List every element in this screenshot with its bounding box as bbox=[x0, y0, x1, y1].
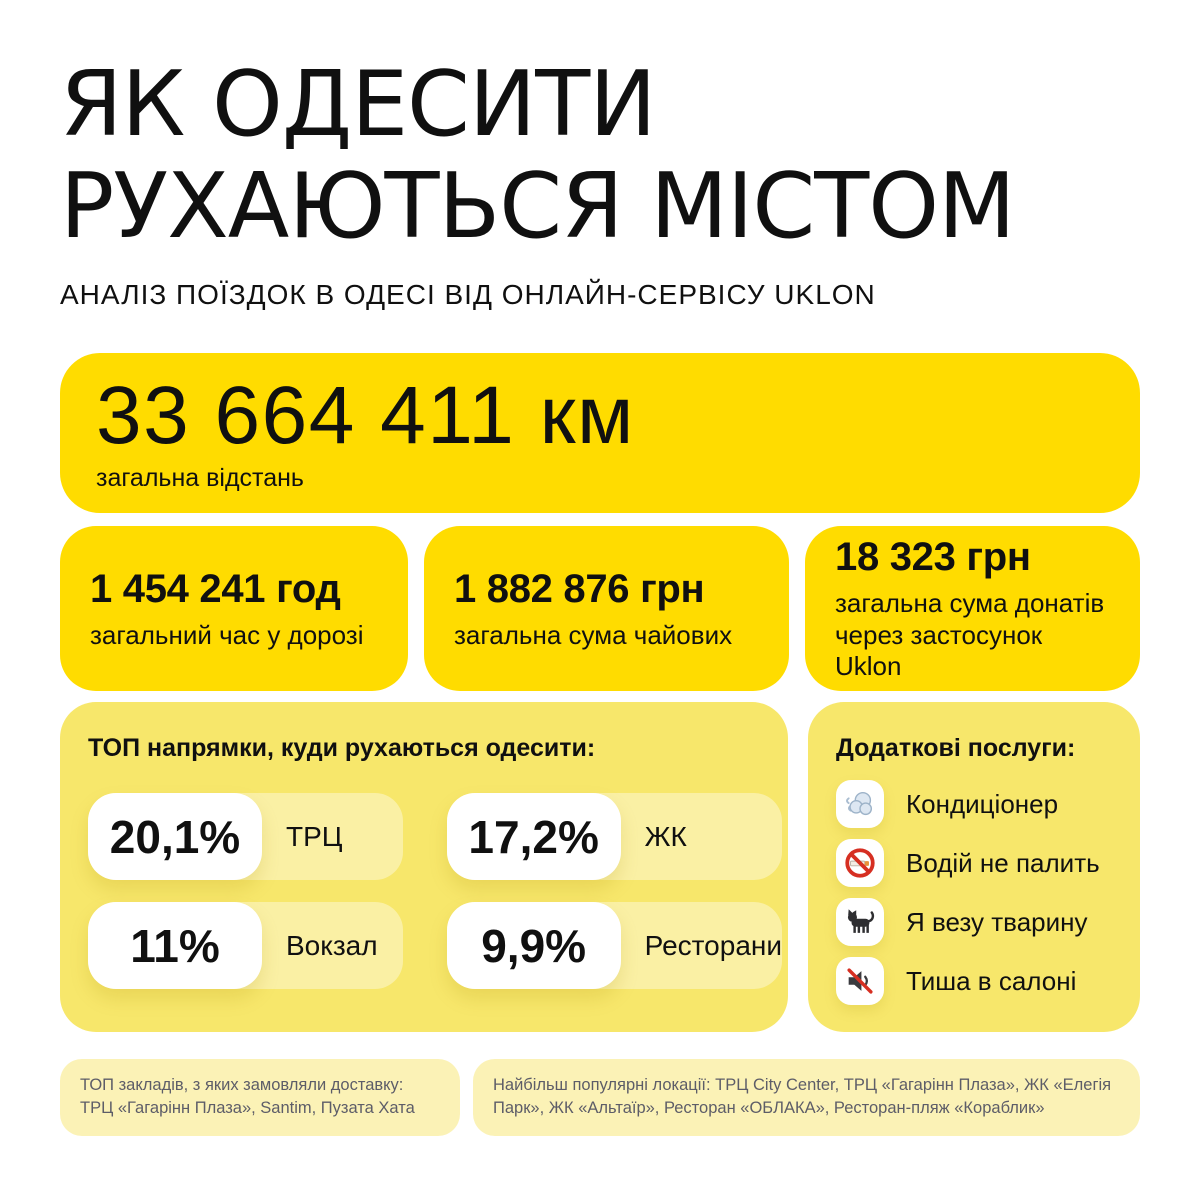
total-tips-label: загальна сума чайових bbox=[454, 619, 733, 650]
page-title-line-2: РУХАЮТЬСЯ МІСТОМ bbox=[60, 153, 1016, 259]
service-no-smoking: Водій не палить bbox=[836, 839, 1120, 888]
destination-item-restorany: 9,9% Ресторани bbox=[446, 902, 782, 990]
total-tips-value: 1 882 876 грн bbox=[454, 566, 705, 611]
total-distance-label: загальна відстань bbox=[96, 463, 304, 492]
destination-item-zhk: 17,2% ЖК bbox=[446, 793, 782, 881]
service-pet-transport: Я везу тварину bbox=[836, 898, 1120, 947]
total-time-card: 1 454 241 год загальний час у дорозі bbox=[60, 526, 408, 692]
total-time-label: загальний час у дорозі bbox=[90, 619, 364, 650]
total-distance-card: 33 664 411 км загальна відстань bbox=[60, 353, 1140, 514]
footnote-delivery-line-1: ТОП закладів, з яких замовляли доставку: bbox=[80, 1076, 404, 1095]
top-destinations-grid: 20,1% ТРЦ 17,2% ЖК 11% Вокзал 9,9% Ресто… bbox=[88, 793, 782, 990]
stats-row: 1 454 241 год загальний час у дорозі 1 8… bbox=[60, 526, 1140, 692]
destination-label: Ресторани bbox=[644, 929, 782, 961]
page-subtitle: АНАЛІЗ ПОЇЗДОК В ОДЕСІ ВІД ОНЛАЙН-СЕРВІС… bbox=[60, 279, 876, 311]
footnote-delivery: ТОП закладів, з яких замовляли доставку:… bbox=[60, 1059, 460, 1136]
extra-services-heading: Додаткові послуги: bbox=[836, 734, 1076, 763]
header: ЯК ОДЕСИТИ РУХАЮТЬСЯ МІСТОМ АНАЛІЗ ПОЇЗД… bbox=[60, 54, 1140, 311]
footnote-delivery-line-2: ТРЦ «Гагарінн Плаза», Santim, Пузата Хат… bbox=[80, 1099, 415, 1118]
top-destinations-card: ТОП напрямки, куди рухаються одесити: 20… bbox=[60, 702, 788, 1033]
destination-item-vokzal: 11% Вокзал bbox=[88, 902, 403, 990]
page-title: ЯК ОДЕСИТИ РУХАЮТЬСЯ МІСТОМ bbox=[60, 54, 1140, 257]
main-row: ТОП напрямки, куди рухаються одесити: 20… bbox=[60, 702, 1140, 1033]
footnotes-row: ТОП закладів, з яких замовляли доставку:… bbox=[60, 1059, 1140, 1136]
service-label: Я везу тварину bbox=[906, 906, 1088, 937]
destination-label: ТРЦ bbox=[286, 820, 343, 852]
destination-percent: 20,1% bbox=[88, 793, 262, 881]
extra-services-card: Додаткові послуги: bbox=[808, 702, 1140, 1033]
page-title-line-1: ЯК ОДЕСИТИ bbox=[60, 52, 657, 157]
mute-icon bbox=[836, 957, 884, 1006]
footnote-popular-locations: Найбільш популярні локації: ТРЦ City Cen… bbox=[473, 1059, 1140, 1136]
service-label: Водій не палить bbox=[906, 847, 1100, 878]
destination-label: Вокзал bbox=[286, 929, 378, 961]
destination-label: ЖК bbox=[644, 820, 687, 852]
total-tips-card: 1 882 876 грн загальна сума чайових bbox=[424, 526, 789, 692]
total-time-value: 1 454 241 год bbox=[90, 566, 341, 611]
total-donations-card: 18 323 грн загальна сума донатів через з… bbox=[805, 526, 1140, 692]
extra-services-list: Кондиціонер Водій не палить bbox=[836, 780, 1120, 1006]
destination-percent: 17,2% bbox=[446, 793, 621, 881]
destination-percent: 9,9% bbox=[446, 902, 621, 990]
total-donations-label: загальна сума донатів через застосунок U… bbox=[835, 587, 1105, 682]
top-destinations-heading: ТОП напрямки, куди рухаються одесити: bbox=[88, 734, 596, 763]
total-distance-value: 33 664 411 км bbox=[96, 370, 635, 462]
service-label: Тиша в салоні bbox=[906, 965, 1077, 996]
no-smoking-icon bbox=[836, 839, 884, 888]
service-air-conditioner: Кондиціонер bbox=[836, 780, 1120, 829]
destination-item-trc: 20,1% ТРЦ bbox=[88, 793, 403, 881]
service-quiet-cabin: Тиша в салоні bbox=[836, 957, 1120, 1006]
service-label: Кондиціонер bbox=[906, 788, 1059, 819]
air-conditioner-icon bbox=[836, 780, 884, 829]
pet-transport-icon bbox=[836, 898, 884, 947]
destination-percent: 11% bbox=[88, 902, 262, 990]
total-donations-value: 18 323 грн bbox=[835, 534, 1031, 579]
